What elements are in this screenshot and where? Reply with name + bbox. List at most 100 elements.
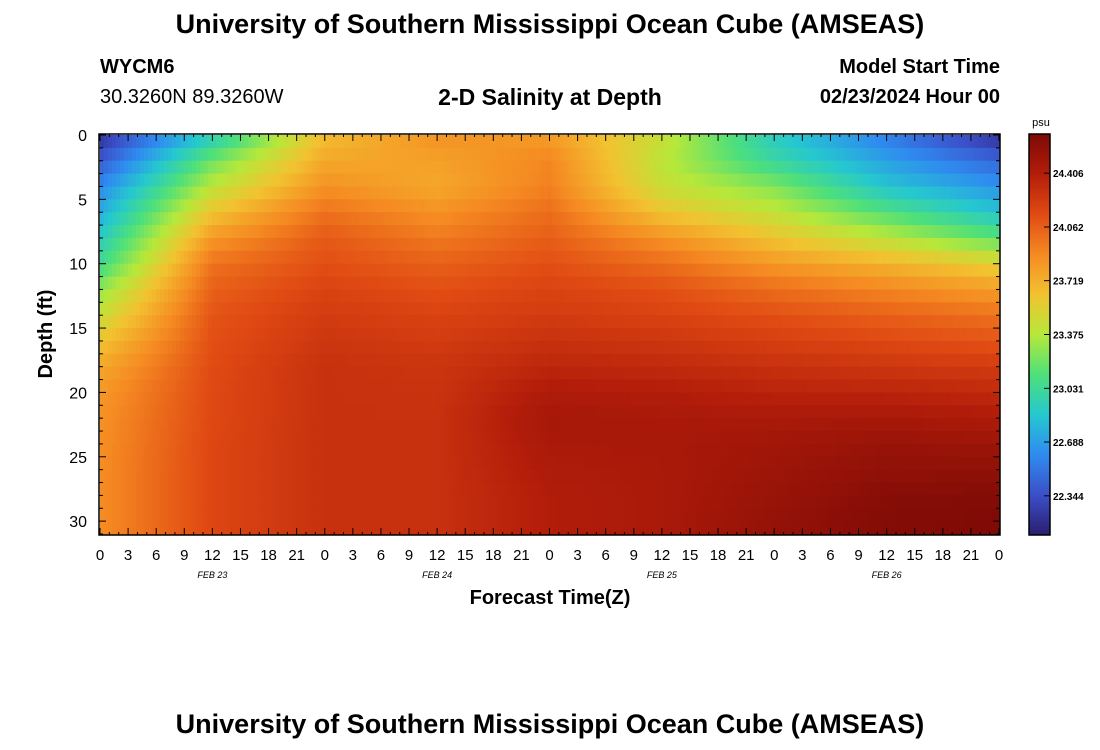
heatmap-cell — [239, 315, 245, 329]
heatmap-cell — [935, 186, 940, 200]
heatmap-cell — [679, 173, 684, 188]
heatmap-cell — [415, 135, 421, 149]
heatmap-cell — [715, 225, 720, 239]
heatmap-cell — [395, 212, 401, 226]
heatmap-cell — [475, 315, 481, 329]
heatmap-cell — [967, 135, 972, 149]
heatmap-cell — [431, 250, 437, 265]
heatmap-cell — [439, 328, 445, 342]
heatmap-cell — [211, 225, 217, 239]
heatmap-cell — [927, 160, 932, 175]
heatmap-cell — [143, 199, 149, 213]
heatmap-cell — [987, 289, 992, 303]
heatmap-cell — [439, 173, 445, 188]
heatmap-cell — [143, 225, 149, 239]
heatmap-cell — [319, 353, 325, 368]
heatmap-cell — [635, 225, 640, 239]
heatmap-cell — [839, 366, 844, 381]
heatmap-cell — [395, 263, 401, 278]
heatmap-cell — [299, 353, 305, 368]
heatmap-cell — [351, 263, 357, 278]
heatmap-cell — [299, 237, 305, 252]
heatmap-cell — [599, 328, 605, 342]
heatmap-cell — [351, 340, 357, 355]
heatmap-cell — [539, 379, 545, 394]
heatmap-cell — [343, 289, 349, 303]
heatmap-cell — [279, 315, 285, 329]
heatmap-cell — [327, 199, 333, 213]
heatmap-cell — [947, 160, 952, 175]
heatmap-cell — [587, 263, 593, 278]
heatmap-cell — [555, 289, 561, 303]
heatmap-cell — [263, 289, 269, 303]
heatmap-cell — [935, 263, 940, 278]
heatmap-cell — [559, 186, 565, 200]
heatmap-cell — [227, 186, 233, 200]
heatmap-cell — [171, 225, 177, 239]
heatmap-cell — [931, 405, 936, 419]
heatmap-cell — [591, 302, 597, 316]
heatmap-cell — [863, 366, 868, 381]
heatmap-cell — [571, 366, 577, 381]
heatmap-cell — [111, 199, 117, 213]
heatmap-cell — [423, 199, 429, 213]
heatmap-cell — [599, 212, 605, 226]
heatmap-cell — [307, 225, 313, 239]
heatmap-cell — [479, 225, 485, 239]
heatmap-cell — [407, 302, 413, 316]
heatmap-cell — [831, 173, 836, 188]
heatmap-cell — [763, 353, 768, 368]
heatmap-cell — [751, 315, 756, 329]
heatmap-cell — [835, 340, 840, 355]
heatmap-cell — [447, 135, 453, 149]
heatmap-cell — [659, 328, 664, 342]
heatmap-cell — [503, 225, 509, 239]
heatmap-cell — [747, 379, 752, 394]
heatmap-cell — [399, 199, 405, 213]
heatmap-cell — [991, 173, 996, 188]
heatmap-cell — [371, 366, 377, 381]
heatmap-cell — [319, 237, 325, 252]
heatmap-cell — [859, 302, 864, 316]
heatmap-cell — [447, 340, 453, 355]
heatmap-cell — [111, 160, 117, 175]
heatmap-cell — [947, 199, 952, 213]
heatmap-cell — [983, 340, 988, 355]
heatmap-cell — [455, 237, 461, 252]
heatmap-cell — [227, 328, 233, 342]
heatmap-cell — [295, 212, 301, 226]
heatmap-cell — [547, 237, 553, 252]
heatmap-cell — [379, 237, 385, 252]
heatmap-cell — [319, 315, 325, 329]
heatmap-cell — [487, 225, 493, 239]
heatmap-cell — [151, 199, 157, 213]
heatmap-cell — [963, 315, 968, 329]
heatmap-cell — [947, 405, 952, 419]
heatmap-cell — [291, 276, 297, 291]
heatmap-cell — [443, 212, 449, 226]
heatmap-cell — [235, 302, 241, 316]
heatmap-cell — [647, 276, 652, 291]
heatmap-cell — [575, 135, 581, 149]
heatmap-cell — [279, 225, 285, 239]
heatmap-cell — [975, 250, 980, 265]
heatmap-cell — [811, 340, 816, 355]
heatmap-cell — [507, 263, 513, 278]
heatmap-cell — [755, 147, 760, 162]
heatmap-cell — [939, 366, 944, 381]
heatmap-cell — [995, 147, 1000, 162]
heatmap-cell — [435, 392, 441, 406]
heatmap-cell — [707, 199, 712, 213]
heatmap-cell — [611, 289, 617, 303]
heatmap-cell — [327, 147, 333, 162]
heatmap-cell — [415, 276, 421, 291]
heatmap-cell — [295, 328, 301, 342]
heatmap-cell — [787, 173, 792, 188]
heatmap-cell — [739, 328, 744, 342]
heatmap-cell — [383, 173, 389, 188]
heatmap-cell — [627, 353, 633, 368]
heatmap-cell — [611, 173, 617, 188]
heatmap-cell — [711, 353, 716, 368]
heatmap-cell — [579, 405, 585, 419]
heatmap-cell — [479, 250, 485, 265]
